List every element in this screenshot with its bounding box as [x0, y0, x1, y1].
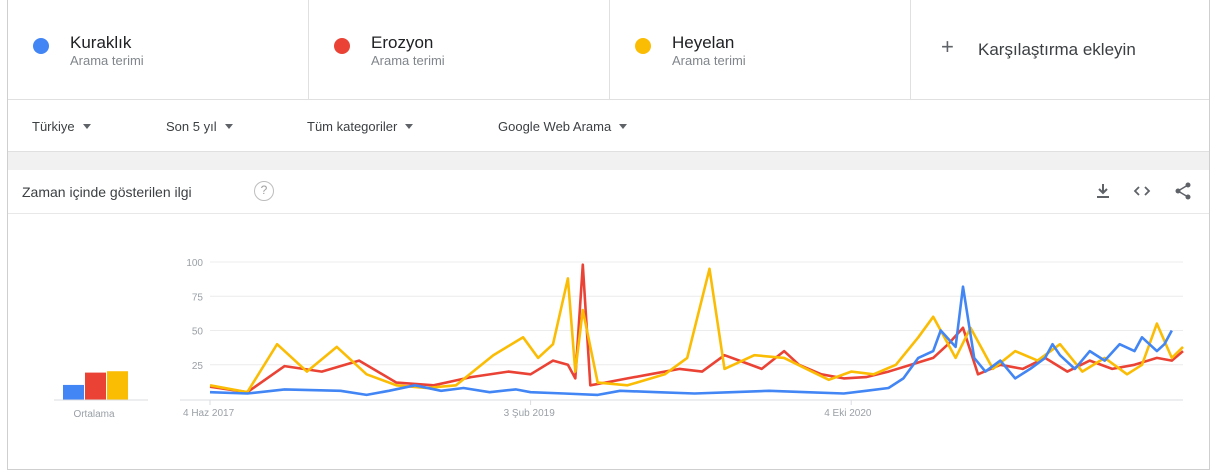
- share-icon[interactable]: [1172, 180, 1194, 202]
- term-subtitle: Arama terimi: [371, 53, 445, 68]
- interest-over-time-chart: 100 75 50 25 4 Haz 2017 3 Şub 2019 4 Eki 2020 O…: [54, 258, 1184, 420]
- x-tick-label: 4 Haz 2017: [183, 408, 235, 419]
- x-tick-label: 3 Şub 2019: [504, 408, 556, 419]
- chevron-down-icon: [619, 124, 628, 130]
- series-line-kuraklık: [209, 285, 1173, 397]
- term-color-dot: [33, 38, 49, 54]
- y-tick-label: 100: [186, 258, 203, 269]
- search-type-label: Google Web Arama: [498, 119, 612, 134]
- category-label: Tüm kategoriler: [307, 119, 398, 134]
- region-label: Türkiye: [32, 119, 75, 134]
- average-bar-heyelan: [107, 371, 128, 400]
- search-terms-bar: Kuraklık Arama terimi Erozyon Arama teri…: [8, 0, 1209, 100]
- card-header: Zaman içinde gösterilen ilgi ?: [8, 170, 1209, 214]
- add-comparison-label[interactable]: Karşılaştırma ekleyin: [978, 40, 1136, 59]
- category-dropdown[interactable]: Tüm kategoriler: [307, 119, 414, 134]
- term-card-heyelan[interactable]: Heyelan Arama terimi: [610, 0, 911, 100]
- y-tick-label: 50: [192, 327, 204, 338]
- average-label: Ortalama: [73, 409, 115, 420]
- series-line-erozyon: [209, 263, 1184, 394]
- chevron-down-icon: [224, 124, 233, 130]
- average-bar-kuraklık: [63, 384, 84, 400]
- plus-icon: +: [941, 34, 954, 59]
- card-title: Zaman içinde gösterilen ilgi: [22, 184, 192, 200]
- trends-panel: Kuraklık Arama terimi Erozyon Arama teri…: [7, 0, 1210, 470]
- term-subtitle: Arama terimi: [70, 53, 144, 68]
- average-bar-erozyon: [85, 372, 106, 400]
- region-dropdown[interactable]: Türkiye: [32, 119, 91, 134]
- y-tick-label: 25: [192, 361, 204, 372]
- download-icon[interactable]: [1092, 180, 1114, 202]
- help-circle-icon[interactable]: ?: [254, 181, 274, 201]
- y-tick-label: 75: [192, 292, 204, 303]
- term-subtitle: Arama terimi: [672, 53, 746, 68]
- term-color-dot: [334, 38, 350, 54]
- term-card-erozyon[interactable]: Erozyon Arama terimi: [309, 0, 610, 100]
- term-card-kuraklik[interactable]: Kuraklık Arama terimi: [8, 0, 309, 100]
- period-label: Son 5 yıl: [166, 119, 217, 134]
- chevron-down-icon: [405, 124, 414, 130]
- term-name[interactable]: Heyelan: [672, 33, 735, 52]
- filter-bar: Türkiye Son 5 yıl Tüm kategoriler Google…: [8, 100, 1209, 152]
- period-dropdown[interactable]: Son 5 yıl: [166, 119, 233, 134]
- add-comparison-button[interactable]: + Karşılaştırma ekleyin: [911, 0, 1209, 99]
- term-name[interactable]: Kuraklık: [70, 33, 132, 52]
- term-name[interactable]: Erozyon: [371, 33, 434, 52]
- term-color-dot: [635, 38, 651, 54]
- section-divider: [8, 152, 1209, 170]
- x-tick-label: 4 Eki 2020: [824, 408, 872, 419]
- chevron-down-icon: [82, 124, 91, 130]
- search-type-dropdown[interactable]: Google Web Arama: [498, 119, 628, 134]
- embed-code-icon[interactable]: [1131, 180, 1153, 202]
